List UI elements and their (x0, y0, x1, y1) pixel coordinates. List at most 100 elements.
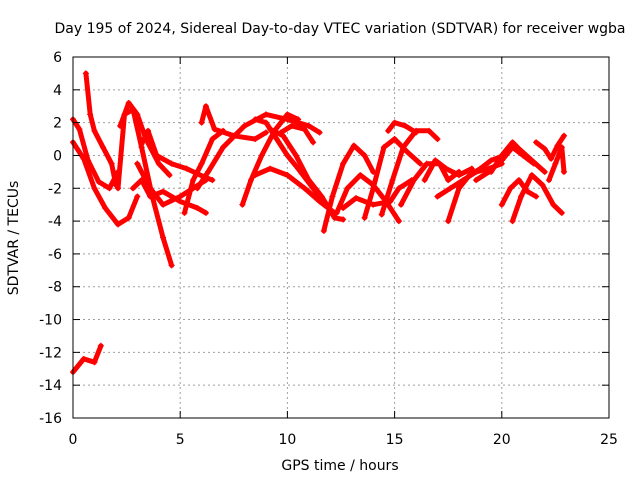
data-point (301, 126, 308, 133)
chart-title: Day 195 of 2024, Sidereal Day-to-day VTE… (54, 21, 625, 37)
series-arc-16 (252, 165, 338, 216)
data-point (361, 152, 368, 159)
data-point (316, 129, 323, 136)
data-point (370, 201, 377, 208)
data-point (395, 218, 402, 225)
data-point (205, 168, 212, 175)
y-tick-label: 2 (53, 116, 62, 132)
data-point (560, 132, 567, 139)
data-point (134, 160, 141, 167)
y-tick-label: -4 (48, 214, 62, 230)
series-line (321, 143, 376, 234)
y-tick-label: -12 (39, 345, 62, 361)
data-point (400, 144, 407, 151)
data-point (267, 165, 274, 172)
data-point (292, 152, 299, 159)
data-point (87, 111, 94, 118)
data-point (316, 198, 323, 205)
data-point (147, 193, 154, 200)
x-tick-labels: 0 5 10 15 20 25 (69, 432, 618, 448)
data-point (252, 136, 259, 143)
data-point (515, 177, 522, 184)
series-line (334, 172, 402, 224)
data-point (533, 139, 540, 146)
data-point (477, 165, 484, 172)
series-line (70, 343, 104, 375)
data-point (194, 185, 201, 192)
data-point (130, 185, 137, 192)
data-point (166, 172, 173, 179)
data-point (488, 168, 495, 175)
series-arc-17 (277, 122, 317, 146)
data-point (413, 129, 420, 136)
data-point (498, 201, 505, 208)
data-point (548, 155, 555, 162)
x-tick-label: 0 (69, 432, 78, 448)
data-point (445, 218, 452, 225)
data-point (395, 185, 402, 192)
data-point (552, 160, 559, 167)
data-point (284, 172, 291, 179)
data-point (239, 201, 246, 208)
data-point (398, 201, 405, 208)
series-arc-6 (117, 99, 173, 179)
data-point (445, 177, 452, 184)
data-point (117, 122, 124, 129)
data-point (115, 185, 122, 192)
data-point (488, 157, 495, 164)
data-point (473, 177, 480, 184)
data-point (273, 136, 280, 143)
data-point (350, 142, 357, 149)
data-point (202, 209, 209, 216)
data-point (102, 204, 109, 211)
data-point (155, 160, 162, 167)
y-tick-label: 4 (53, 83, 62, 99)
data-point (198, 119, 205, 126)
series-line (379, 128, 440, 217)
y-tick-label: -6 (48, 247, 62, 263)
data-point (515, 145, 522, 152)
series-arc-18 (320, 142, 377, 234)
data-point (82, 70, 89, 77)
data-point (160, 234, 167, 241)
series-line (488, 139, 548, 175)
data-point (220, 144, 227, 151)
data-point (528, 172, 535, 179)
data-point (97, 342, 104, 349)
y-tick-label: -16 (39, 411, 62, 427)
data-point (183, 165, 190, 172)
plot-frame (72, 56, 610, 419)
series-arc-29 (488, 139, 548, 175)
data-point (357, 172, 364, 179)
data-point (160, 188, 167, 195)
data-point (558, 209, 565, 216)
data-point (209, 177, 216, 184)
data-point (262, 111, 269, 118)
data-point (230, 132, 237, 139)
data-point (190, 177, 197, 184)
data-point (305, 122, 312, 129)
data-point (91, 185, 98, 192)
data-point (466, 172, 473, 179)
data-point (125, 214, 132, 221)
data-point (498, 152, 505, 159)
data-point (209, 136, 216, 143)
data-point (288, 122, 295, 129)
data-point (284, 111, 291, 118)
series-arc-30 (498, 177, 540, 208)
series-arc-21 (361, 136, 424, 221)
data-point (434, 193, 441, 200)
series-line (278, 123, 316, 145)
x-tick-label: 25 (600, 432, 618, 448)
data-point (202, 103, 209, 110)
data-point (76, 126, 83, 133)
series-line (385, 120, 419, 135)
data-point (160, 201, 167, 208)
data-point (115, 221, 122, 228)
data-point (138, 140, 145, 147)
y-tick-label: -14 (39, 378, 62, 394)
x-tick-label: 10 (278, 432, 296, 448)
series-line (362, 136, 423, 221)
data-point (391, 119, 398, 126)
data-point (528, 157, 535, 164)
